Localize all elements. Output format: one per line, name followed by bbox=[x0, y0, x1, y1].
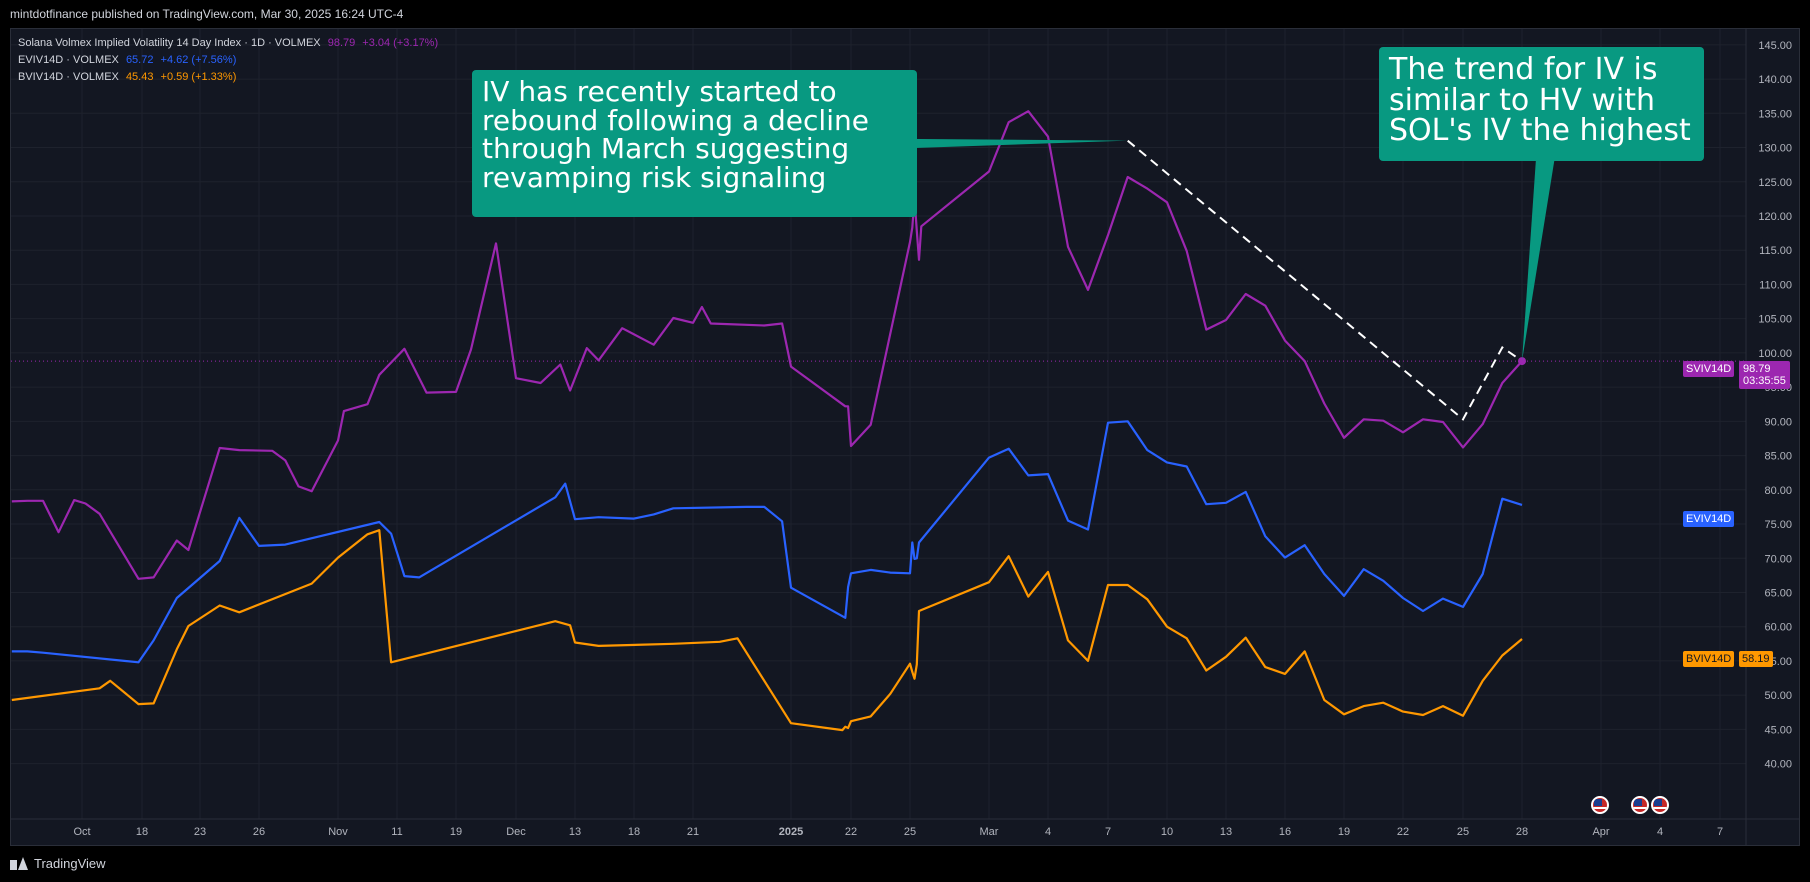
x-tick-label: 22 bbox=[1397, 826, 1409, 838]
legend-row-sviv[interactable]: Solana Volmex Implied Volatility 14 Day … bbox=[18, 35, 438, 52]
x-tick-label: 13 bbox=[569, 826, 581, 838]
x-tick-label: 22 bbox=[845, 826, 857, 838]
chart-panel[interactable]: Oct 18 23 26 Nov 11 19 Dec 13 18 21 2025 22 25 Mar 4 7 10… bbox=[10, 28, 1800, 846]
legend-value: 65.72 bbox=[125, 54, 154, 66]
x-tick-label: 7 bbox=[1105, 826, 1111, 838]
series-line-eviv14d bbox=[11, 420, 1523, 664]
sviv-price-label: SVIV14D bbox=[1683, 361, 1735, 377]
dashed-trendline bbox=[1127, 139, 1523, 421]
x-tick-label: 10 bbox=[1161, 826, 1173, 838]
y-tick-label: 110.00 bbox=[1759, 279, 1792, 291]
us-flag-icon[interactable] bbox=[1651, 796, 1669, 814]
legend-change: +0.59 (+1.33%) bbox=[160, 71, 237, 83]
published-header: mintdotfinance published on TradingView.… bbox=[0, 0, 1810, 28]
x-tick-label: 16 bbox=[1279, 826, 1291, 838]
legend-value: 45.43 bbox=[125, 71, 154, 83]
sviv-price-value: 98.79 bbox=[1743, 363, 1771, 375]
x-tick-label: 4 bbox=[1657, 826, 1663, 838]
legend-change: +3.04 (+3.17%) bbox=[362, 37, 439, 49]
x-tick-label: 11 bbox=[391, 826, 402, 838]
legend-name: EVIV14D · VOLMEX bbox=[18, 54, 119, 66]
y-tick-label: 135.00 bbox=[1758, 108, 1792, 120]
y-tick-label: 145.00 bbox=[1758, 40, 1792, 52]
x-tick-label: 26 bbox=[253, 826, 265, 838]
callout-iv-trend[interactable]: The trend for IV is similar to HV with S… bbox=[1379, 47, 1704, 161]
sviv-countdown: 03:35:55 bbox=[1743, 375, 1786, 387]
x-tick-label: Oct bbox=[73, 826, 90, 838]
x-tick-label: 28 bbox=[1516, 826, 1528, 838]
y-tick-label: 70.00 bbox=[1764, 553, 1792, 565]
x-tick-label: Mar bbox=[980, 826, 999, 838]
legend-change: +4.62 (+7.56%) bbox=[160, 54, 237, 66]
x-tick-label: 19 bbox=[1338, 826, 1350, 838]
us-flag-icon[interactable] bbox=[1631, 796, 1649, 814]
y-tick-label: 130.00 bbox=[1758, 143, 1792, 155]
x-tick-label: 19 bbox=[450, 826, 462, 838]
bviv-price-value: 58.19 bbox=[1739, 651, 1773, 667]
x-tick-label: 2025 bbox=[779, 826, 803, 838]
legend-name: BVIV14D · VOLMEX bbox=[18, 71, 119, 83]
y-tick-label: 65.00 bbox=[1764, 587, 1792, 599]
y-tick-label: 45.00 bbox=[1764, 724, 1792, 736]
y-tick-label: 90.00 bbox=[1764, 416, 1792, 428]
legend-value: 98.79 bbox=[327, 37, 356, 49]
callout-iv-rebound[interactable]: IV has recently started to rebound follo… bbox=[472, 70, 917, 217]
legend-row-bviv[interactable]: BVIV14D · VOLMEX 45.43 +0.59 (+1.33%) bbox=[18, 69, 438, 86]
y-tick-label: 60.00 bbox=[1764, 622, 1792, 634]
y-tick-label: 80.00 bbox=[1764, 485, 1792, 497]
x-tick-label: Apr bbox=[1592, 826, 1609, 838]
x-tick-label: 18 bbox=[628, 826, 640, 838]
y-tick-label: 85.00 bbox=[1764, 451, 1792, 463]
y-tick-label: 120.00 bbox=[1758, 211, 1792, 223]
x-tick-label: 7 bbox=[1717, 826, 1723, 838]
x-tick-label: 13 bbox=[1220, 826, 1232, 838]
x-tick-label: Nov bbox=[328, 826, 348, 838]
legend-name: Solana Volmex Implied Volatility 14 Day … bbox=[18, 37, 321, 49]
y-tick-label: 40.00 bbox=[1764, 759, 1792, 771]
brand-name: TradingView bbox=[34, 856, 106, 871]
x-tick-label: Dec bbox=[506, 826, 526, 838]
bviv-price-label: BVIV14D bbox=[1683, 651, 1735, 667]
x-tick-label: 25 bbox=[904, 826, 916, 838]
x-tick-label: 4 bbox=[1045, 826, 1051, 838]
x-tick-label: 23 bbox=[194, 826, 206, 838]
eviv-price-label: EVIV14D bbox=[1683, 511, 1735, 527]
y-tick-label: 140.00 bbox=[1758, 74, 1792, 86]
x-tick-label: 25 bbox=[1457, 826, 1469, 838]
series-line-sviv14d bbox=[11, 110, 1523, 580]
y-tick-label: 50.00 bbox=[1764, 690, 1792, 702]
x-tick-label: 21 bbox=[687, 826, 699, 838]
y-tick-label: 105.00 bbox=[1758, 314, 1792, 326]
legend-row-eviv[interactable]: EVIV14D · VOLMEX 65.72 +4.62 (+7.56%) bbox=[18, 52, 438, 69]
tradingview-logo-icon bbox=[10, 857, 30, 870]
callout-trend-pointer bbox=[1522, 144, 1557, 362]
footer: TradingView bbox=[0, 846, 1810, 882]
legend: Solana Volmex Implied Volatility 14 Day … bbox=[18, 35, 438, 86]
y-tick-label: 75.00 bbox=[1764, 519, 1792, 531]
y-tick-label: 100.00 bbox=[1758, 348, 1792, 360]
x-tick-label: 18 bbox=[136, 826, 148, 838]
us-flag-icon[interactable] bbox=[1591, 796, 1609, 814]
tradingview-logo[interactable]: TradingView bbox=[10, 856, 106, 871]
y-tick-label: 125.00 bbox=[1758, 177, 1792, 189]
sviv-price-tag: 98.79 03:35:55 bbox=[1739, 361, 1790, 389]
y-tick-label: 115.00 bbox=[1759, 245, 1792, 257]
series-line-bviv14d bbox=[11, 529, 1523, 732]
